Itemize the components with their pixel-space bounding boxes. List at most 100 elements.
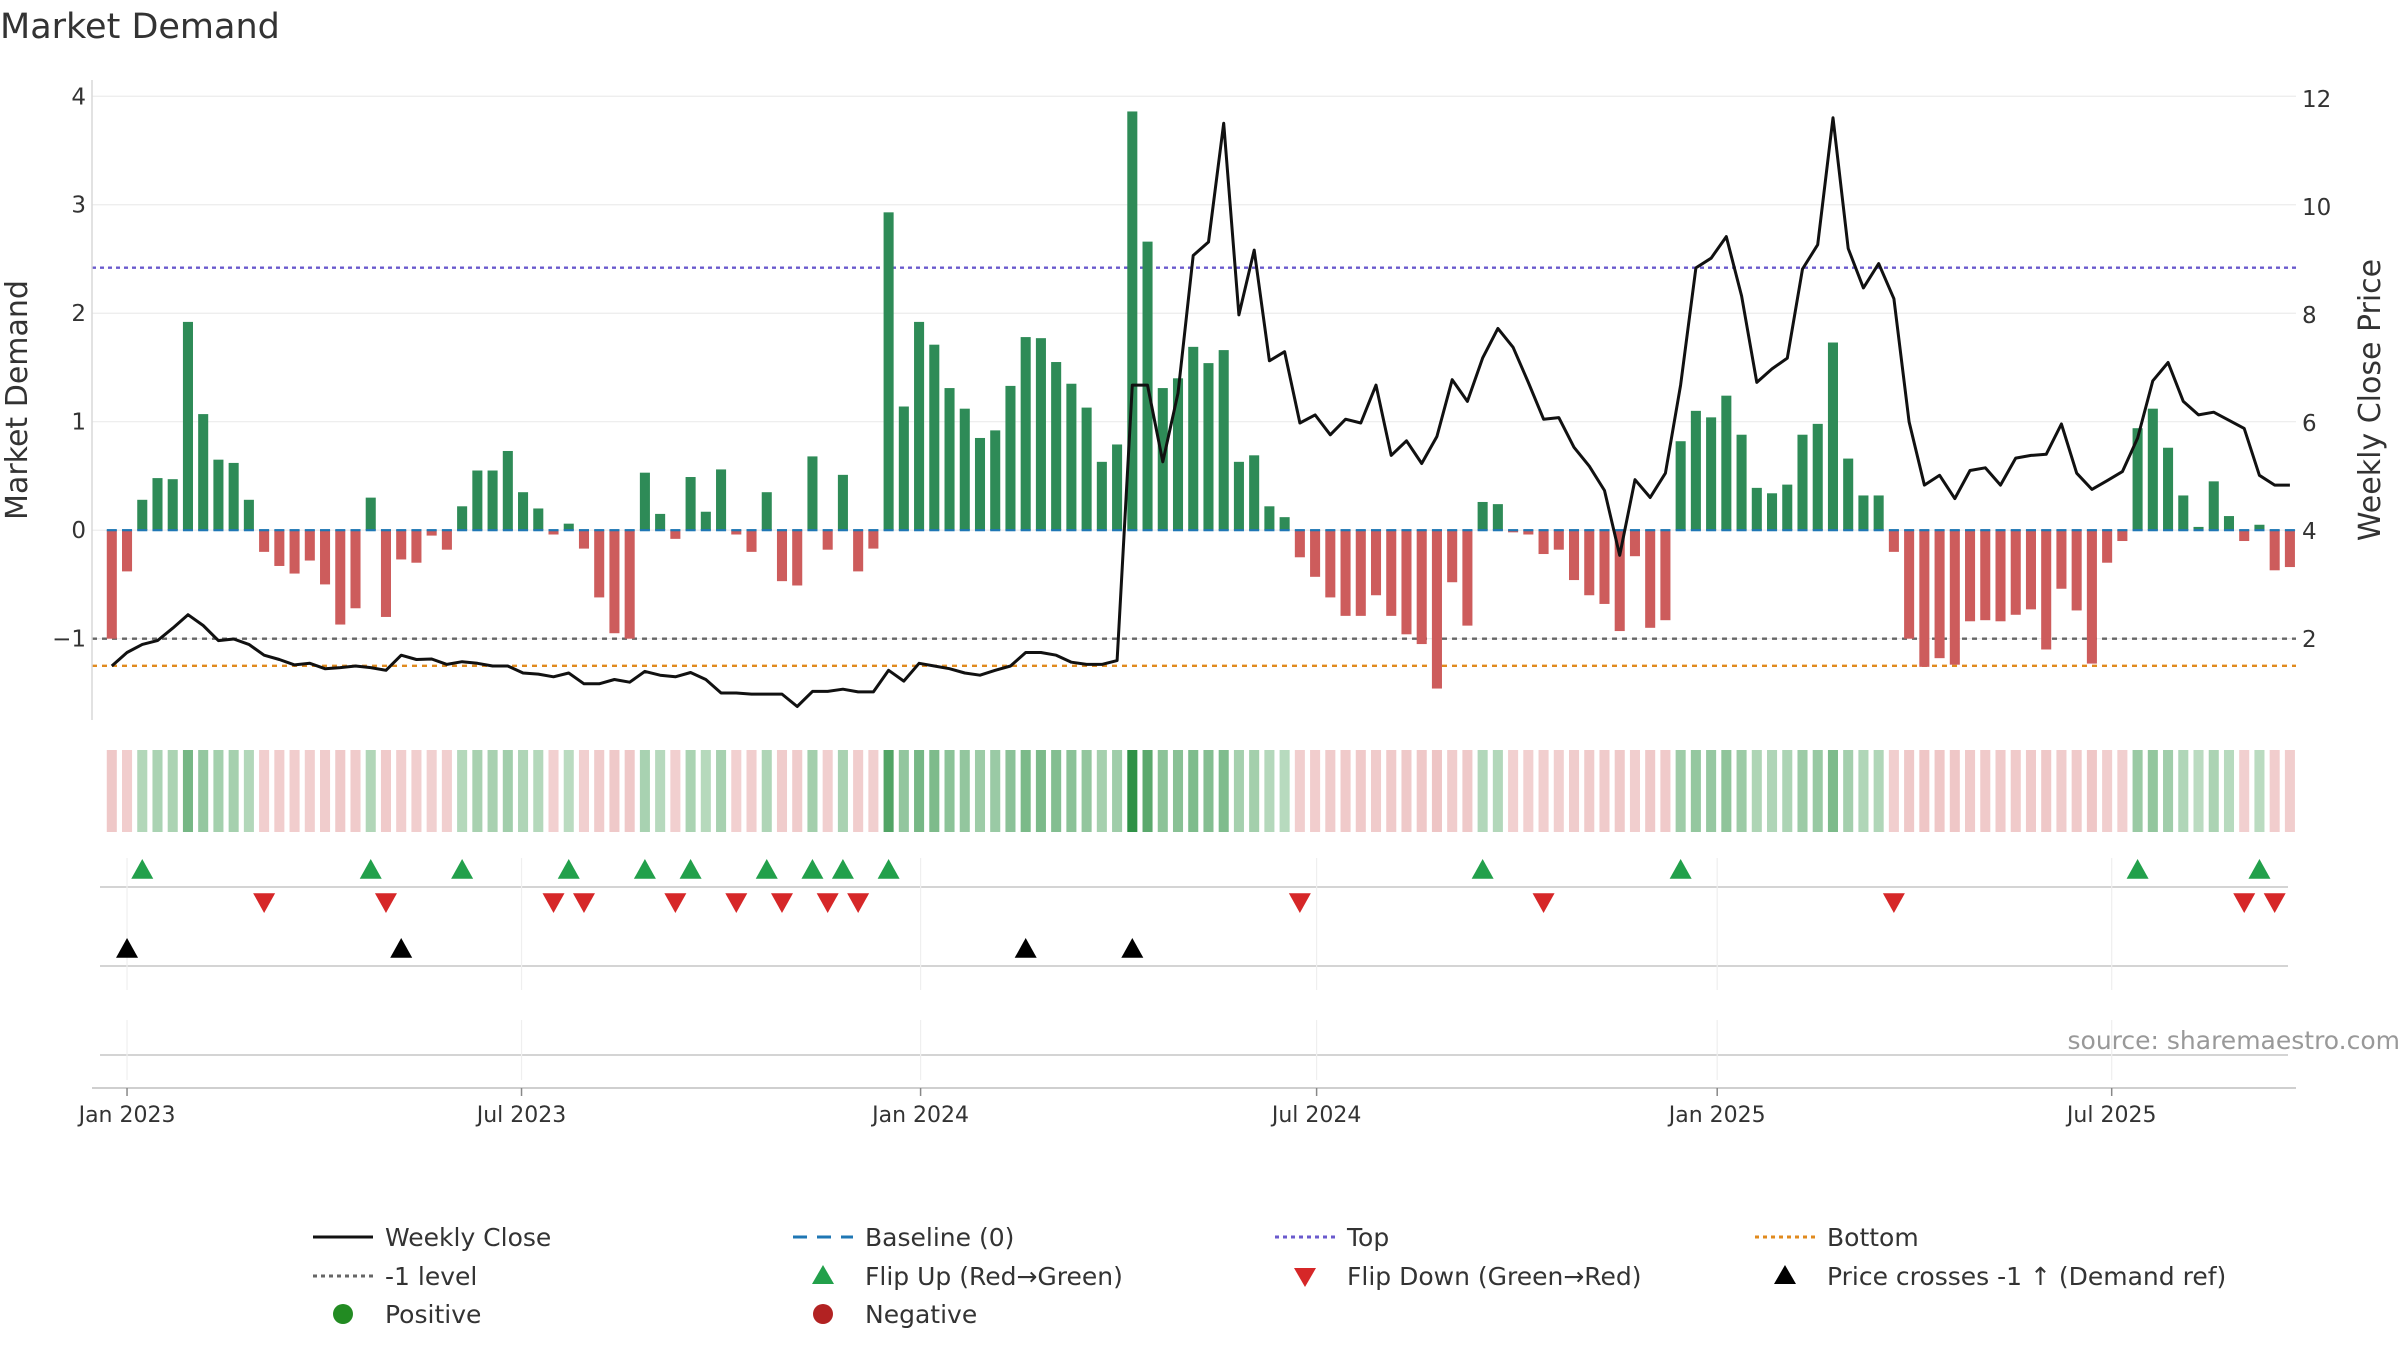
demand-bar-positive bbox=[1005, 385, 1016, 531]
demand-bar-negative bbox=[106, 530, 117, 639]
demand-strip-cell bbox=[944, 750, 955, 832]
flip-up-marker bbox=[1471, 859, 1494, 879]
demand-bar-positive bbox=[198, 414, 209, 531]
demand-bar-positive bbox=[243, 499, 254, 531]
price-cross-marker bbox=[116, 938, 139, 958]
demand-strip-cell bbox=[2117, 750, 2128, 832]
demand-strip-cell bbox=[914, 750, 925, 832]
y2-tick-label: 4 bbox=[2302, 519, 2317, 545]
demand-bar-positive bbox=[974, 437, 986, 531]
demand-strip-cell bbox=[776, 750, 788, 832]
legend-label: Positive bbox=[385, 1300, 481, 1329]
demand-bar-positive bbox=[228, 462, 239, 531]
flip-up-marker bbox=[2126, 859, 2149, 879]
demand-bar-positive bbox=[1797, 434, 1808, 531]
demand-bar-negative bbox=[1904, 530, 1915, 639]
x-axis-ticks: Jan 2023 Jul 2023 Jan 2024 Jul 2024 Jan 2025… bbox=[77, 1087, 2296, 1128]
demand-strip-cell bbox=[1142, 750, 1153, 832]
demand-strip-cell bbox=[1888, 750, 1899, 832]
demand-strip-cell bbox=[335, 750, 346, 832]
demand-bar-negative bbox=[1965, 530, 1976, 622]
demand-bar-positive bbox=[655, 513, 666, 531]
legend-swatch bbox=[1774, 1265, 1796, 1284]
demand-bar-negative bbox=[1431, 530, 1442, 689]
demand-bar-negative bbox=[624, 530, 635, 639]
demand-strip-cell bbox=[304, 750, 315, 832]
demand-strip-cell bbox=[152, 750, 163, 832]
demand-strip-cell bbox=[2254, 750, 2265, 832]
demand-bar-positive bbox=[761, 492, 772, 531]
demand-strip-cell bbox=[502, 750, 513, 832]
demand-bar-positive bbox=[700, 511, 711, 531]
demand-bar-negative bbox=[1462, 530, 1473, 626]
demand-bar-negative bbox=[426, 530, 437, 536]
flip-down-marker bbox=[542, 893, 565, 913]
demand-strip-cell bbox=[670, 750, 681, 832]
demand-bar-positive bbox=[152, 478, 163, 531]
demand-strip-cell bbox=[853, 750, 864, 832]
demand-strip-cell bbox=[380, 750, 391, 832]
demand-bar-negative bbox=[609, 530, 620, 634]
legend-item-top: Top bbox=[1275, 1223, 1389, 1252]
demand-bar-positive bbox=[2208, 481, 2219, 531]
y-tick-label: −1 bbox=[52, 627, 86, 653]
y2-tick-label: 6 bbox=[2302, 411, 2317, 437]
demand-strip-cell bbox=[1066, 750, 1077, 832]
flip-up-marker bbox=[1669, 859, 1692, 879]
x-tick-label: Jul 2024 bbox=[1270, 1103, 1362, 1128]
demand-strip-cell bbox=[700, 750, 711, 832]
demand-strip-cell bbox=[1112, 750, 1123, 832]
flip-down-marker bbox=[1532, 893, 1555, 913]
demand-strip-cell bbox=[122, 750, 133, 832]
reference-lines bbox=[92, 266, 2296, 667]
demand-strip-cell bbox=[1051, 750, 1062, 832]
demand-bar-positive bbox=[2254, 524, 2265, 531]
chart-title: Market Demand bbox=[0, 7, 280, 47]
demand-bar-positive bbox=[2223, 516, 2235, 531]
demand-bar-positive bbox=[1066, 383, 1077, 531]
y2-tick-label: 10 bbox=[2302, 195, 2331, 221]
demand-bar-positive bbox=[1492, 504, 1503, 531]
demand-bar-negative bbox=[320, 530, 331, 585]
demand-bar-negative bbox=[411, 530, 422, 563]
demand-bar-positive bbox=[1172, 378, 1184, 531]
demand-strip-cell bbox=[990, 750, 1001, 832]
demand-bar-negative bbox=[1523, 530, 1534, 535]
demand-bar-positive bbox=[1264, 506, 1275, 531]
demand-bar-positive bbox=[959, 408, 970, 531]
demand-bar-negative bbox=[2102, 530, 2113, 563]
flip-down-marker bbox=[816, 893, 839, 913]
demand-bar-negative bbox=[792, 530, 803, 586]
demand-strip-cell bbox=[548, 750, 559, 832]
demand-bar-positive bbox=[1812, 423, 1823, 531]
demand-bar-positive bbox=[1477, 501, 1488, 531]
demand-bar-negative bbox=[1614, 530, 1625, 632]
demand-bar-negative bbox=[2239, 530, 2250, 542]
demand-strip-cell bbox=[2193, 750, 2204, 832]
demand-strip-cell bbox=[1782, 750, 1793, 832]
flip-down-marker bbox=[725, 893, 748, 913]
demand-strip-cell bbox=[411, 750, 422, 832]
flip-up-marker bbox=[679, 859, 702, 879]
demand-bar-negative bbox=[289, 530, 300, 574]
demand-bar-negative bbox=[670, 530, 681, 539]
demand-strip-cell bbox=[1477, 750, 1488, 832]
demand-strip-cell bbox=[563, 750, 574, 832]
flip-down-marker bbox=[374, 893, 397, 913]
demand-bar-positive bbox=[1020, 337, 1031, 531]
price-cross-marker bbox=[1014, 938, 1037, 958]
demand-strip-cell bbox=[2269, 750, 2280, 832]
flip-up-marker bbox=[755, 859, 778, 879]
demand-bar-negative bbox=[441, 530, 452, 550]
demand-bar-positive bbox=[2178, 495, 2189, 531]
demand-strip-cell bbox=[1629, 750, 1640, 832]
flip-up-marker bbox=[633, 859, 656, 879]
demand-bar-negative bbox=[1553, 530, 1564, 550]
legend-swatch bbox=[333, 1304, 353, 1324]
demand-strip-cell bbox=[1919, 750, 1930, 832]
y2-tick-label: 2 bbox=[2302, 627, 2317, 653]
demand-strip-cell bbox=[1751, 750, 1762, 832]
demand-strip-cell bbox=[457, 750, 468, 832]
demand-bar-positive bbox=[182, 321, 193, 531]
